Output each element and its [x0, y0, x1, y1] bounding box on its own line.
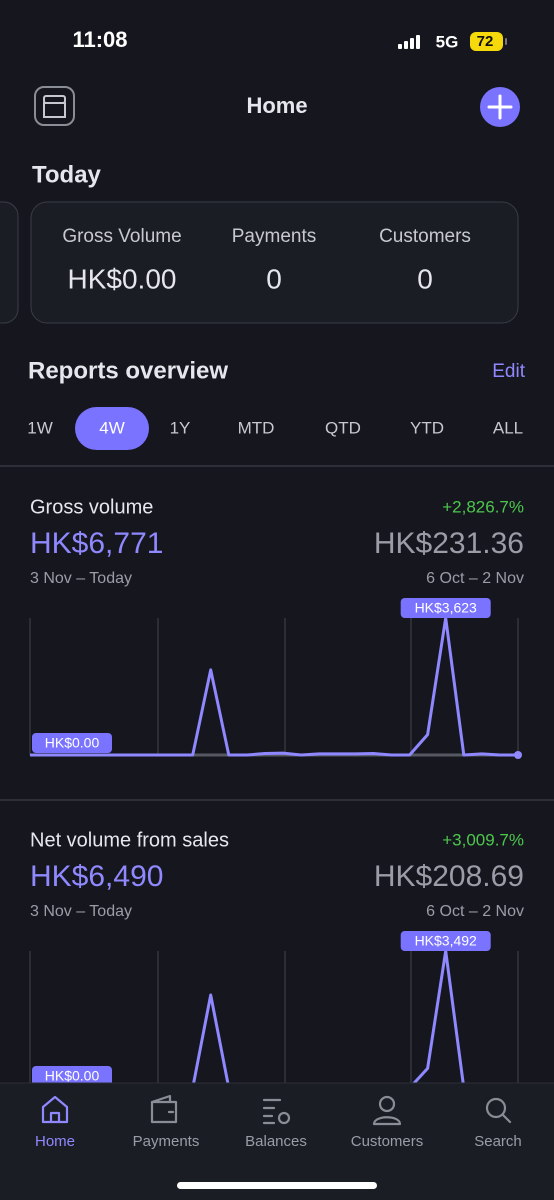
today-card[interactable] [30, 201, 519, 324]
peak-badge [400, 931, 491, 951]
signal [398, 35, 420, 49]
card-title: Gross volume [30, 496, 153, 518]
time: 11:08 [72, 27, 127, 52]
metric-value: 0 [417, 263, 433, 294]
metric-label: Gross Volume [62, 226, 181, 247]
previous-range: 6 Oct – 2 Nov [426, 570, 524, 587]
base-badge [32, 1066, 112, 1086]
tab-label[interactable]: Home [35, 1133, 75, 1150]
card-title: Net volume from sales [30, 829, 229, 851]
period-tab[interactable]: QTD [325, 418, 361, 437]
peak-label: HK$3,492 [415, 933, 477, 949]
peak-badge [400, 598, 491, 618]
current-range: 3 Nov – Today [30, 903, 132, 920]
sparkline [30, 616, 518, 757]
tab-icons [41, 1094, 512, 1126]
tab-label[interactable]: Payments [133, 1133, 200, 1150]
card-current: HK$6,771 [30, 527, 163, 560]
period-selected [75, 407, 149, 450]
metric-label: Customers [379, 226, 471, 247]
period-tab[interactable]: ALL [493, 418, 523, 437]
peak-label: HK$3,623 [415, 600, 477, 616]
card-previous: HK$208.69 [374, 860, 524, 893]
battery-level: 72 [477, 33, 494, 50]
base-label: HK$0.00 [45, 735, 100, 751]
period-tab[interactable]: 1W [27, 418, 53, 437]
period-tab[interactable]: 4W [99, 418, 125, 437]
battery-cap [505, 38, 507, 45]
period-tab[interactable]: MTD [238, 418, 275, 437]
sparkline-end [514, 751, 522, 759]
tab-label[interactable]: Search [474, 1133, 522, 1150]
today-title: Today [32, 161, 102, 188]
tab-label[interactable]: Balances [245, 1133, 307, 1150]
reports-title: Reports overview [28, 357, 228, 384]
period-tab[interactable]: YTD [410, 418, 444, 437]
tab-label[interactable]: Customers [351, 1133, 424, 1150]
base-label: HK$0.00 [45, 1068, 100, 1084]
metric-label: Payments [232, 226, 316, 247]
tab-bar [0, 1083, 554, 1200]
prev-card[interactable] [0, 201, 19, 324]
add-button[interactable] [480, 87, 520, 127]
card-current: HK$6,490 [30, 860, 163, 893]
period-tab[interactable]: 1Y [170, 418, 191, 437]
base-badge [32, 733, 112, 753]
previous-range: 6 Oct – 2 Nov [426, 903, 524, 920]
metric-value: HK$0.00 [68, 263, 177, 294]
report-card[interactable]: Gross volume +2,826.7% HK$6,771 HK$231.36 3 … [29, 496, 524, 759]
battery [470, 32, 503, 51]
content: Gross Volume HK$0.00 Payments 0 Customers 0 1W… [27, 226, 524, 1092]
network: 5G [436, 32, 459, 51]
store-button[interactable] [34, 86, 75, 126]
home-indicator [177, 1182, 377, 1189]
card-change: +2,826.7% [442, 497, 524, 516]
edit-button[interactable]: Edit [492, 361, 525, 382]
metric-value: 0 [266, 263, 282, 294]
card-previous: HK$231.36 [374, 527, 524, 560]
card-change: +3,009.7% [442, 830, 524, 849]
header-title: Home [246, 93, 307, 118]
current-range: 3 Nov – Today [30, 570, 132, 587]
